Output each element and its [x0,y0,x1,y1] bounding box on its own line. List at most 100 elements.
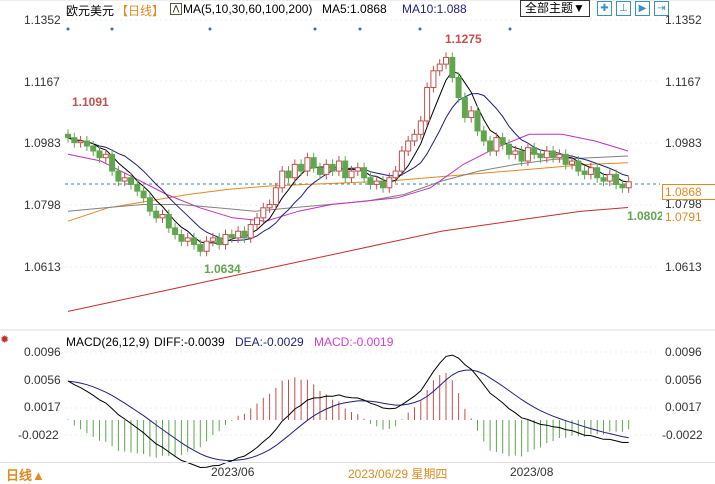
candle-body [417,120,424,135]
y-tick-right: 1.0613 [665,260,702,274]
hidden-price-tag: 1.0798 [665,197,702,211]
candle-body [493,137,500,152]
candle-body [90,145,97,152]
candle-body [468,110,475,119]
period-label: 【日线】 [116,4,165,18]
high-annotation: 1.1275 [445,32,482,46]
candle-body [134,183,141,192]
recent-low-annotation: 1.0802 [627,209,662,223]
candle-body [361,167,368,179]
candle-body [178,234,185,242]
candle-body [128,177,134,185]
candle-body [575,160,582,172]
event-marker [358,27,362,31]
candle-body [600,177,607,182]
symbol-title: 欧元美元 [66,4,115,18]
macd-tick-right: 0.0017 [665,400,702,414]
dea-line [67,369,629,462]
candle-body [562,153,569,165]
event-marker [208,27,212,31]
y-tick: 1.1167 [24,75,60,89]
scroll-right-icon[interactable]: ⇥ [654,1,669,16]
candle-body [587,167,594,175]
macd-tick-right: 0.0096 [665,345,702,359]
candle-body [518,150,525,162]
candle-body [436,63,443,72]
ma30-line [67,133,629,222]
candle-body [543,150,550,159]
candle-body [348,170,355,179]
candle-body [405,140,412,152]
candle-body [71,137,78,144]
candle-body [115,170,122,182]
candle-body [354,167,361,172]
candle-body [342,160,349,179]
candle-body [443,56,449,65]
y-tick: 1.0983 [24,136,61,150]
candle-body [625,181,632,189]
candle-body [279,170,286,189]
candle-body [474,110,481,132]
candle-body [209,237,216,242]
candle-body [165,214,172,229]
candle-body [228,234,235,239]
candle-body [411,133,418,142]
candle-body [222,234,229,246]
candle-body [83,140,90,147]
crosshair-icon[interactable]: ✚ [597,1,612,16]
ma-price-tag: 1.0791 [665,210,702,224]
candle-body [373,180,380,185]
indicator-icon[interactable]: ⋀ [170,3,182,15]
current-price-tag: 1.0868 [662,184,715,200]
candle-body [65,133,71,139]
ma-label: MA(5,10,30,60,100,200) [183,2,313,16]
period-switch[interactable]: 日线▲ [6,468,45,483]
ma200-line [67,207,629,312]
footer-divider [0,462,715,463]
candle-body [291,163,298,179]
candle-body [613,173,620,185]
candle-body [550,150,557,159]
candle-body [398,150,405,172]
candle-body [272,187,279,205]
candle-body [461,97,468,119]
macd-label: MACD(26,12,9) [66,335,150,349]
candle-body [506,143,512,155]
candle-body [430,70,437,89]
candle-body [449,56,456,78]
candle-body [172,227,179,236]
candle-body [216,237,223,246]
settings-icon[interactable]: ✹ [0,334,10,346]
macd-dea: DEA:-0.0029 [235,335,304,349]
candle-body [569,160,575,165]
y-tick: 1.0613 [24,260,61,274]
candle-body [367,177,374,185]
macd-value: MACD:-0.0019 [314,335,394,349]
candle-body [203,240,210,252]
candle-body [499,137,506,145]
candle-body [298,163,305,172]
candle-body [512,150,519,155]
ma5-value: MA5:1.0868 [322,2,387,16]
candle-body [329,163,336,172]
event-marker [418,27,422,31]
macd-tick-right: -0.0022 [662,428,703,442]
cursor-date: 2023/06/29 星期四 [348,467,448,481]
candle-body [159,214,166,219]
candle-body [96,150,103,159]
zoom-in-icon[interactable]: ⊥ [616,1,631,16]
candle-body [556,153,563,159]
candle-body [594,167,601,179]
y-tick: 1.0798 [24,198,61,212]
macd-tick: 0.0096 [24,345,61,359]
candle-body [323,163,330,175]
candle-body [241,230,248,239]
candle-body [487,140,494,152]
play-icon[interactable]: ▶ [635,1,650,16]
candle-body [455,76,462,99]
theme-dropdown[interactable]: 全部主题▼ [520,0,590,17]
candle-body [537,153,544,159]
y-tick-right: 1.0983 [665,136,702,150]
macd-diff: DIFF:-0.0039 [154,335,225,349]
